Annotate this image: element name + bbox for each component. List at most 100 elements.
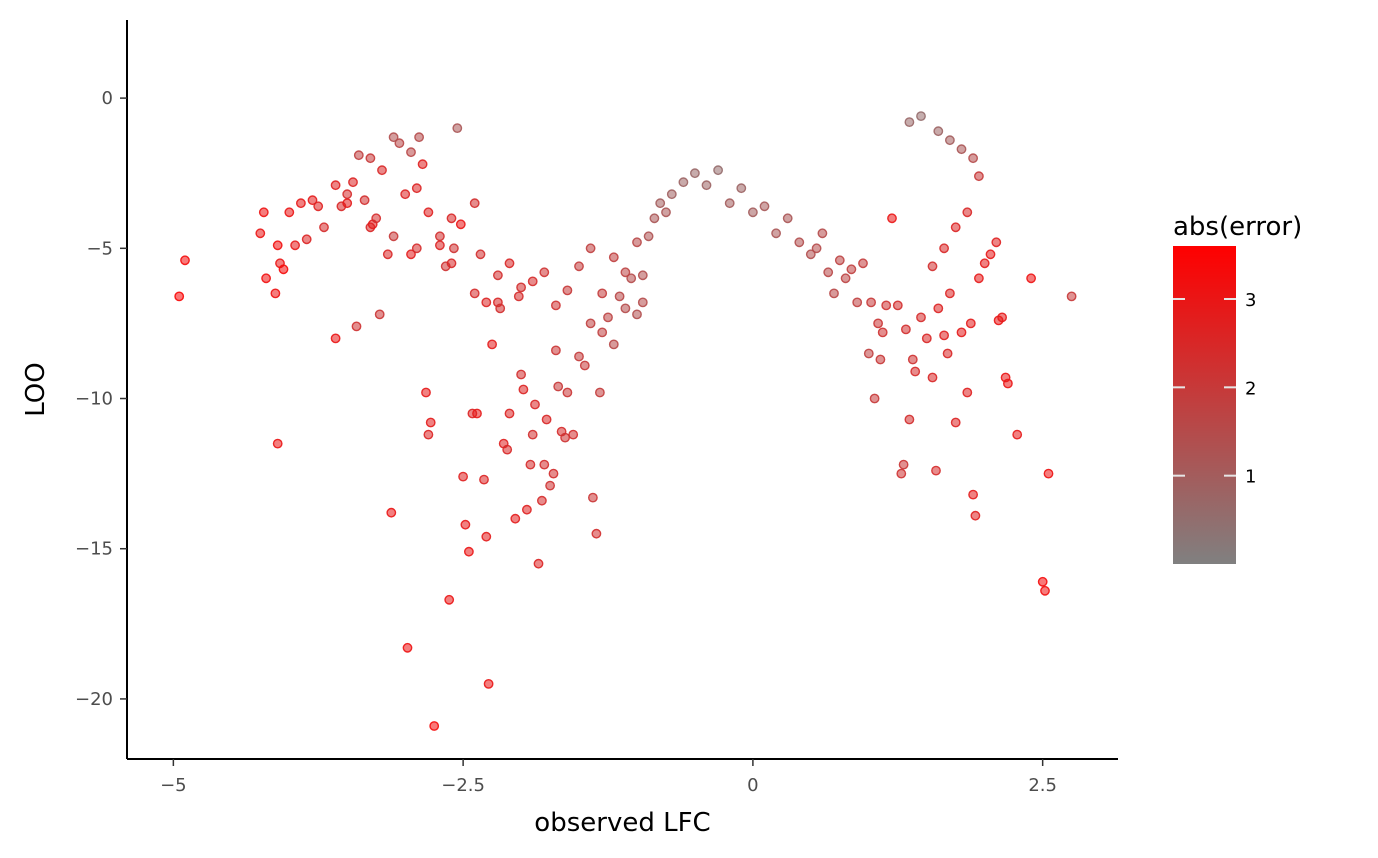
data-point [945,288,955,299]
data-point [495,303,506,314]
data-point [388,132,399,143]
data-point [406,147,416,158]
data-point [551,300,561,311]
data-point [991,237,1002,248]
data-point [377,165,387,176]
data-point [513,291,524,302]
data-point [483,679,494,689]
data-point [1043,468,1054,479]
colorbar-tick-label: 2 [1245,378,1256,399]
data-point [931,465,941,476]
data-point [655,198,666,209]
data-point [632,309,642,320]
data-point [481,297,492,308]
data-point [180,255,190,266]
data-point [1003,378,1013,389]
y-axis-title: LOO [21,362,51,417]
data-point [724,198,735,209]
data-point [585,243,596,254]
data-point [1026,273,1037,284]
data-point [591,528,602,539]
data-point [553,381,564,392]
colorbar-tick-label: 1 [1245,467,1256,488]
data-point [460,519,471,530]
data-point [974,171,984,182]
data-point [956,327,967,338]
data-point [608,339,619,350]
data-point [414,132,424,143]
data-point [1037,576,1048,587]
data-point [968,153,978,164]
data-point [402,642,413,653]
data-point [805,249,816,260]
data-point [939,243,949,254]
data-point [492,270,503,281]
data-point [421,387,431,398]
data-point [614,291,625,302]
data-point [525,459,536,470]
data-point [881,300,892,311]
data-point [527,429,538,440]
data-point [539,267,550,278]
data-point [962,387,973,398]
data-point [985,249,996,260]
data-point [444,594,455,605]
data-point [330,333,341,344]
data-point [968,489,978,500]
color-legend: abs(error) 1 2 3 [1173,212,1302,564]
data-point [270,288,281,299]
data-point [307,195,318,206]
data-point [518,384,529,395]
data-point [997,312,1007,323]
data-point [811,243,822,254]
data-point [487,339,497,350]
legend-title: abs(error) [1173,212,1302,242]
data-point [690,168,700,179]
data-point [863,348,874,359]
data-point [448,243,459,254]
data-point [945,135,955,146]
data-point [939,330,949,341]
data-point [313,201,324,212]
x-tick-label: 0 [747,775,758,796]
data-point [530,399,540,410]
data-point [545,480,555,491]
data-point [887,213,897,224]
data-point [353,150,364,161]
data-point [411,243,422,254]
data-point [875,354,886,365]
data-point [974,273,984,284]
data-point [365,153,376,164]
data-point [962,207,973,218]
data-point [541,414,552,425]
data-point [434,231,445,242]
data-point [595,387,605,398]
data-point [295,198,306,209]
data-point [817,228,828,239]
data-point [452,123,463,134]
data-point [479,474,489,485]
data-point [560,432,570,443]
data-point [574,261,584,272]
y-tick-label: −15 [75,539,113,560]
data-point [840,273,851,284]
points-layer [174,111,1077,731]
data-point [637,297,648,308]
data-point [417,159,428,170]
data-point [782,213,793,224]
data-point [359,195,370,206]
data-point [649,213,660,224]
x-tick-label: 2.5 [1028,775,1057,796]
data-point [910,366,921,377]
data-point [950,222,961,233]
data-point [562,285,573,296]
data-point [400,189,411,200]
y-tick-label: −5 [86,238,113,259]
data-point [933,126,944,137]
data-point [502,444,513,455]
data-point [1066,291,1077,302]
data-point [834,255,845,266]
data-point [713,165,723,176]
data-point [829,288,839,299]
data-point [429,721,440,731]
